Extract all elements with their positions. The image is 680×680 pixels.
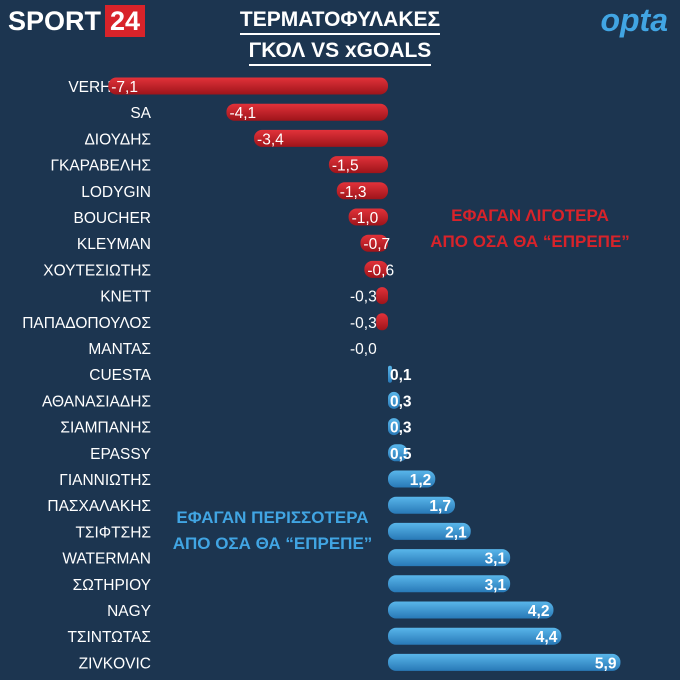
annotation-negative-line2: ΑΠΟ ΟΣΑ ΘΑ “ΕΠΡΕΠΕ” [430, 232, 630, 251]
negative-bar [348, 208, 388, 226]
value-label: 0,3 [390, 393, 412, 410]
value-label: -3,4 [257, 131, 284, 148]
opta-logo: opta [600, 2, 668, 38]
value-label: 0,1 [390, 367, 412, 384]
value-label: 3,1 [485, 577, 507, 594]
positive-bar [388, 601, 554, 619]
category-label: BOUCHER [73, 210, 151, 227]
value-label: 0,5 [390, 446, 412, 463]
value-label: -0,3 [350, 315, 377, 332]
category-label: ΤΣΙΦΤΣΗΣ [75, 524, 151, 541]
sport24-logo: SPORT 24 [8, 5, 146, 37]
value-label: 4,4 [536, 629, 558, 646]
value-label: -0,7 [363, 236, 390, 253]
value-label: 4,2 [528, 603, 550, 620]
positive-bar [388, 522, 471, 540]
category-label: CUESTA [89, 367, 151, 384]
positive-bar [388, 549, 511, 567]
positive-bar [388, 391, 400, 409]
negative-bar [376, 313, 388, 331]
category-label: ZIVKOVIC [79, 655, 151, 672]
positive-bar [388, 627, 562, 645]
positive-bar [388, 470, 436, 488]
value-label: 3,1 [485, 551, 507, 568]
annotation-positive-line1: ΕΦΑΓΑΝ ΠΕΡΙΣΣΟΤΕΡΑ [176, 508, 369, 527]
value-label: -0,6 [367, 262, 394, 279]
value-label: 0,3 [390, 420, 412, 437]
category-label: EPASSY [90, 446, 151, 463]
annotation-positive: ΕΦΑΓΑΝ ΠΕΡΙΣΣΟΤΕΡΑ ΑΠΟ ΟΣΑ ΘΑ “ΕΠΡΕΠΕ” [150, 505, 395, 557]
category-label: ΣΩΤΗΡΙΟΥ [73, 577, 151, 594]
positive-bar [388, 365, 392, 383]
negative-bar [328, 156, 388, 174]
category-label: ΤΣΙΝΤΩΤΑΣ [67, 629, 151, 646]
positive-bar [388, 444, 408, 462]
category-label: ΑΘΑΝΑΣΙΑΔΗΣ [42, 393, 151, 410]
negative-bar [336, 182, 388, 200]
category-label: SA [130, 105, 151, 122]
category-label: KNETT [100, 289, 151, 306]
value-label: -0,0 [350, 341, 377, 358]
annotation-negative: ΕΦΑΓΑΝ ΛΙΓΟΤΕΡΑ ΑΠΟ ΟΣΑ ΘΑ “ΕΠΡΕΠΕ” [415, 203, 645, 255]
category-label: ΧΟΥΤΕΣΙΩΤΗΣ [43, 262, 151, 279]
category-label: ΓΙΑΝΝΙΩΤΗΣ [59, 472, 151, 489]
value-label: -1,3 [340, 184, 367, 201]
value-label: 1,2 [410, 472, 432, 489]
positive-bar [388, 418, 400, 436]
chart-title: ΤΕΡΜΑΤΟΦΥΛΑΚΕΣ ΓΚΟΛ VS xGOALS [0, 4, 680, 66]
annotation-negative-line1: ΕΦΑΓΑΝ ΛΙΓΟΤΕΡΑ [451, 206, 609, 225]
positive-bar [388, 575, 511, 593]
category-label: NAGY [107, 603, 151, 620]
value-label: -7,1 [111, 79, 138, 96]
category-label: ΣΙΑΜΠΑΝΗΣ [60, 420, 151, 437]
brand-number-badge: 24 [105, 5, 146, 37]
positive-bar [388, 653, 621, 671]
annotation-positive-line2: ΑΠΟ ΟΣΑ ΘΑ “ΕΠΡΕΠΕ” [172, 534, 373, 553]
value-label: 2,1 [445, 524, 467, 541]
category-label: LODYGIN [81, 184, 151, 201]
brand-sport-text: SPORT [8, 5, 102, 36]
negative-bar [364, 260, 388, 278]
negative-bar [360, 234, 388, 252]
category-label: ΓΚΑΡΑΒΕΛΗΣ [50, 158, 151, 175]
negative-bar [226, 103, 388, 121]
value-label: -1,0 [352, 210, 379, 227]
category-label: WATERMAN [62, 551, 151, 568]
value-label: -4,1 [229, 105, 256, 122]
value-label: -1,5 [332, 158, 359, 175]
category-label: KLEYMAN [77, 236, 151, 253]
chart-title-line1: ΤΕΡΜΑΤΟΦΥΛΑΚΕΣ [239, 7, 441, 35]
positive-bar [388, 496, 455, 514]
category-label: ΔΙΟΥΔΗΣ [84, 131, 151, 148]
value-label: -0,3 [350, 289, 377, 306]
value-label: 5,9 [595, 655, 617, 672]
value-label: 1,7 [429, 498, 451, 515]
negative-bar [254, 129, 388, 147]
chart-title-line2: ΓΚΟΛ VS xGOALS [248, 38, 432, 66]
negative-bar [108, 77, 388, 95]
category-label: ΠΑΠΑΔΟΠΟΥΛΟΣ [22, 315, 151, 332]
category-label: ΠΑΣΧΑΛΑΚΗΣ [47, 498, 151, 515]
category-label: ΜΑΝΤΑΣ [88, 341, 151, 358]
negative-bar [376, 287, 388, 305]
